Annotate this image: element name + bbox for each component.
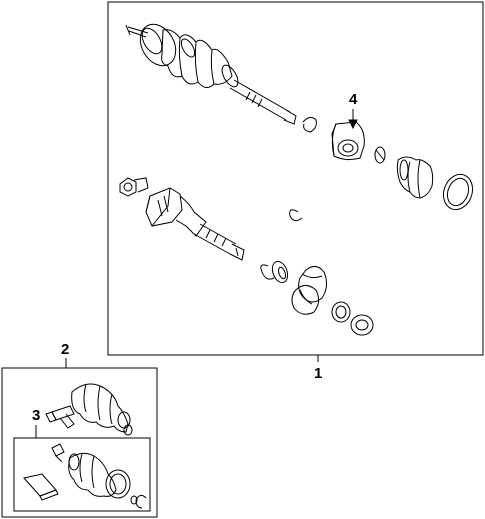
- lower-washer: [331, 301, 351, 323]
- callout-1: 1: [314, 365, 323, 382]
- lower-bearing-ring: [350, 314, 374, 336]
- callout-2: 2: [61, 341, 70, 358]
- callout-4: 4: [349, 91, 358, 108]
- small-lower-nut: [119, 177, 149, 197]
- lower-clip: [260, 264, 275, 280]
- subkit-large-clamp: [105, 469, 131, 499]
- lower-boot-ring: [271, 260, 289, 284]
- upper-axle-shaft: [125, 23, 297, 125]
- leader-arrow-4: [348, 119, 358, 130]
- kit-frame: [1, 367, 158, 518]
- sub-kit-frame: [13, 437, 151, 512]
- damper-part-4: [331, 121, 365, 161]
- lower-boot-2: [291, 285, 320, 315]
- main-assembly-frame: [107, 1, 484, 356]
- upper-band-clamp: [374, 146, 386, 164]
- lower-boot-1: [298, 266, 328, 303]
- subkit-snap-ring: [130, 494, 147, 509]
- lower-axle-shaft: [145, 187, 245, 261]
- upper-clip: [302, 116, 317, 133]
- middle-snap-ring: [289, 209, 303, 222]
- callout-3: 3: [32, 407, 41, 424]
- kit-grease-tube: [45, 405, 75, 429]
- kit-boot: [71, 383, 133, 436]
- upper-boot: [396, 156, 434, 199]
- subkit-grease-tube: [23, 473, 59, 501]
- subkit-small-parts: [51, 443, 65, 463]
- upper-large-clamp: [442, 173, 474, 211]
